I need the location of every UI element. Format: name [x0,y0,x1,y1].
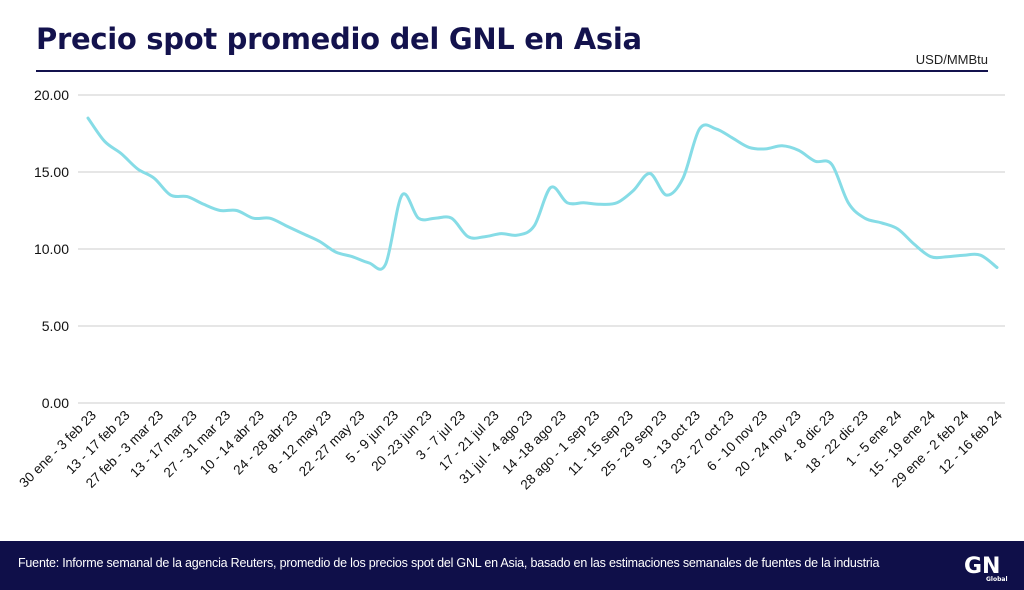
gnl-global-logo: GN Global [964,554,1008,583]
y-tick-label-4: 20.00 [34,87,69,103]
chart-title: Precio spot promedio del GNL en Asia [36,22,642,56]
series-line-0 [86,116,999,271]
source-note: Fuente: Informe semanal de la agencia Re… [18,556,880,570]
title-divider [36,70,988,72]
y-tick-label-3: 15.00 [34,164,69,180]
footer-bar: Fuente: Informe semanal de la agencia Re… [0,541,1024,590]
y-tick-label-0: 0.00 [42,395,69,411]
y-tick-label-1: 5.00 [42,318,69,334]
y-tick-label-2: 10.00 [34,241,69,257]
unit-label: USD/MMBtu [915,52,988,67]
logo-text: GN [964,554,1000,579]
logo-subtext: Global [986,576,1008,583]
